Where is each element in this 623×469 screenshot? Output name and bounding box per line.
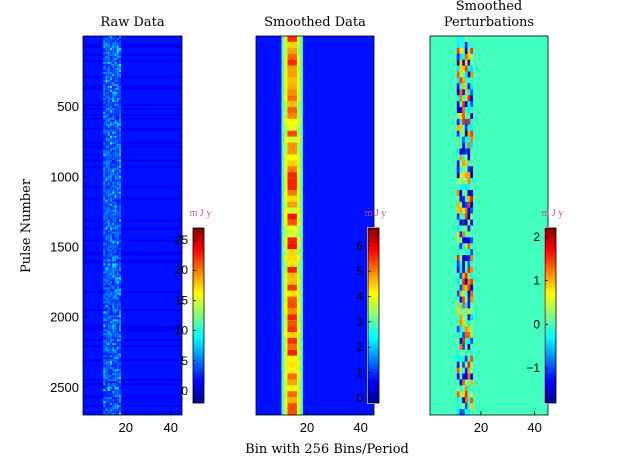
heatmap-background xyxy=(256,36,374,415)
colorbar-3: m J y −1 0 1 2 xyxy=(526,208,563,404)
colorbar-2: m J y 0 1 2 3 4 5 6 xyxy=(356,208,386,405)
heatmap-background xyxy=(430,36,548,415)
y-tick-label: 1500 xyxy=(50,240,79,255)
heatmap-cells xyxy=(281,36,303,416)
colorbar-1: m J y 0 5 10 15 20 25 xyxy=(175,208,212,404)
colorbar-tick-label: 2 xyxy=(356,340,363,354)
heatmap-panel-2: Smoothed Data 20 40 m J y 0 1 2 3 4 5 6 xyxy=(255,15,386,435)
colorbar-tick-label: 0 xyxy=(181,384,188,398)
colorbar-unit: m J y xyxy=(542,208,564,219)
colorbar-gradient xyxy=(192,227,205,404)
y-tick-label: 2000 xyxy=(50,310,79,325)
colorbar-unit: m J y xyxy=(190,208,212,219)
colorbar-tick-label: 1 xyxy=(533,274,540,288)
colorbar-tick-label: 3 xyxy=(356,315,363,329)
x-tick-label: 20 xyxy=(119,420,133,435)
y-axis-label: Pulse Number xyxy=(19,178,34,273)
colorbar-tick-label: 0 xyxy=(533,317,540,331)
colorbar-tick-label: 5 xyxy=(181,354,188,368)
panel-title: Smoothed xyxy=(456,0,523,14)
colorbar-tick-label: 1 xyxy=(356,366,363,380)
x-tick-label: 40 xyxy=(353,420,367,435)
colorbar-tick-label: 0 xyxy=(356,391,363,405)
colorbar-tick-label: −1 xyxy=(526,361,540,375)
colorbar-tick-label: 15 xyxy=(175,293,189,307)
heatmap-panel-1: Raw Data 20 40 500 1000 1500 2000 2500 m J y 0 5 10… xyxy=(50,15,211,435)
x-tick-label: 40 xyxy=(527,420,541,435)
panel-frame xyxy=(255,35,375,416)
colorbar-unit: m J y xyxy=(365,208,387,219)
colorbar-gradient xyxy=(544,227,557,404)
y-tick-label: 1000 xyxy=(50,169,79,184)
colorbar-tick-label: 2 xyxy=(533,230,540,244)
panel-title: Smoothed Data xyxy=(264,15,366,30)
heatmap-cells xyxy=(83,36,182,416)
y-tick-label: 2500 xyxy=(50,380,79,395)
x-tick-label: 40 xyxy=(164,420,178,435)
x-tick-label: 20 xyxy=(300,420,314,435)
colorbar-tick-label: 20 xyxy=(175,263,189,277)
colorbar-tick-label: 6 xyxy=(356,239,363,253)
colorbar-tick-label: 25 xyxy=(175,233,189,247)
panel-frame xyxy=(82,35,183,416)
panel-title: Raw Data xyxy=(100,15,164,30)
colorbar-tick-label: 5 xyxy=(356,264,363,278)
panel-frame xyxy=(429,35,549,416)
heatmap-cells xyxy=(456,36,474,416)
y-tick-label: 500 xyxy=(57,99,79,114)
x-axis-label: Bin with 256 Bins/Period xyxy=(245,442,409,457)
colorbar-tick-label: 4 xyxy=(356,289,363,303)
heatmap-background xyxy=(83,36,182,415)
colorbar-tick-label: 10 xyxy=(175,324,189,338)
panel-title-line2: Perturbations xyxy=(444,15,534,30)
colorbar-gradient xyxy=(367,227,380,404)
x-tick-label: 20 xyxy=(474,420,488,435)
